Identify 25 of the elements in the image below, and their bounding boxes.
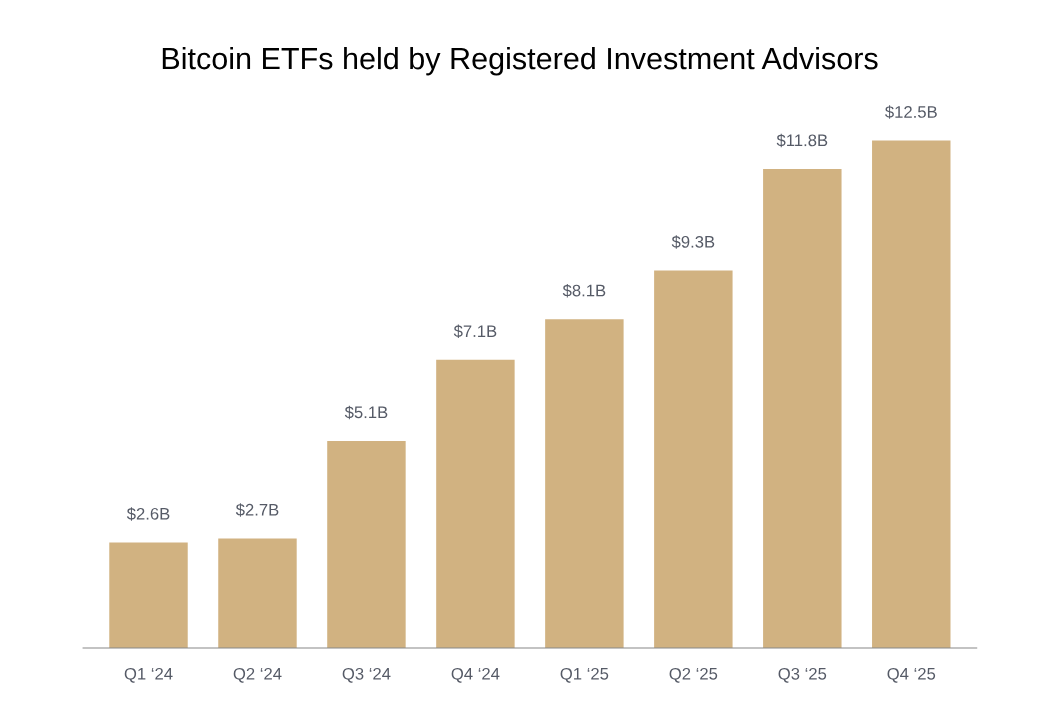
x-tick-label: Q1 ‘25 <box>560 667 609 683</box>
bar <box>763 168 842 648</box>
x-tick-label: Q3 ‘25 <box>778 667 827 683</box>
bar <box>654 270 733 648</box>
data-label: $11.8B <box>776 133 828 148</box>
bar <box>327 440 406 648</box>
bar <box>872 140 951 648</box>
data-label: $2.7B <box>235 503 279 517</box>
x-tick-label: Q4 ‘25 <box>887 667 936 683</box>
bar <box>109 542 188 648</box>
x-tick-label: Q3 ‘24 <box>342 667 391 683</box>
data-label: $7.1B <box>453 324 497 339</box>
bar <box>218 538 297 648</box>
data-label: $5.1B <box>344 405 388 420</box>
x-tick-label: Q1 ‘24 <box>124 667 173 683</box>
data-label: $12.5B <box>885 105 937 119</box>
x-tick-label: Q2 ‘25 <box>669 667 718 683</box>
x-tick-label: Q4 ‘24 <box>451 667 500 683</box>
data-label: $8.1B <box>562 283 606 298</box>
bar <box>545 319 624 648</box>
data-label: $2.6B <box>126 507 170 521</box>
chart-title: Bitcoin ETFs held by Registered Investment Advisors <box>162 46 878 76</box>
data-label: $9.3B <box>671 235 715 249</box>
x-tick-label: Q2 ‘24 <box>233 667 282 683</box>
bar <box>436 359 515 648</box>
